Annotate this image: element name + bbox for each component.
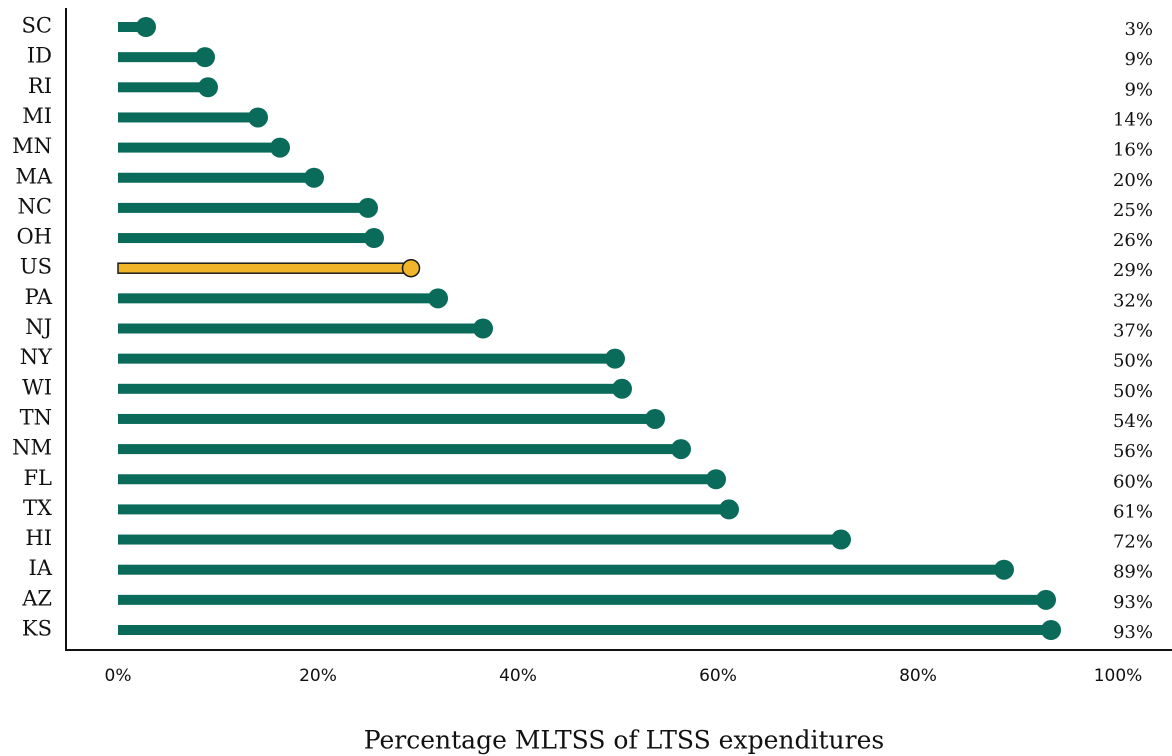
dot [1041,620,1061,640]
stem [118,564,1004,575]
y-tick-label: NM [12,436,52,460]
stem [118,353,615,364]
dot [645,408,665,429]
value-label: 25% [1113,200,1153,221]
stem [118,413,655,424]
value-label: 50% [1113,351,1153,372]
value-label: 93% [1113,622,1153,643]
y-tick-label: HI [25,526,52,550]
value-label: 50% [1113,381,1153,402]
y-tick-label: RI [28,74,52,98]
dot [473,318,493,339]
dot [1036,589,1056,610]
stem [118,594,1046,605]
value-label: 29% [1113,260,1153,281]
dot [428,288,448,309]
dot [401,258,421,278]
value-label: 93% [1113,592,1153,613]
y-tick-label: OH [16,225,52,249]
value-label: 9% [1124,49,1153,70]
value-label: 60% [1113,471,1153,492]
value-label: 54% [1113,411,1153,432]
value-label: 20% [1113,170,1153,191]
dot [364,228,384,249]
stem [118,534,841,545]
dot [304,167,324,188]
dot [248,107,268,128]
value-label: 89% [1113,562,1153,583]
stem [118,504,729,515]
y-tick-label: TX [23,496,52,520]
dot [994,559,1014,580]
y-tick-label: MI [22,104,52,128]
y-tick-label: NJ [25,315,52,339]
stem [118,474,716,485]
stem [118,142,280,153]
value-label: 3% [1124,19,1153,40]
stem [118,172,314,183]
y-tick-label: KS [22,617,52,641]
stem [118,22,146,32]
stem [118,625,1051,635]
y-tick-label: US [20,255,52,279]
x-tick-label: 80% [899,666,937,686]
dot [706,469,726,490]
value-label: 16% [1113,140,1153,161]
dot [136,17,156,37]
value-label: 14% [1113,109,1153,130]
x-tick-label: 100% [1094,666,1143,686]
stem [118,233,374,244]
dot [270,137,290,158]
stem [117,262,412,274]
stem [118,202,368,213]
x-tick-label: 20% [299,666,337,686]
dot [831,529,851,550]
y-tick-label: AZ [21,586,52,610]
x-tick-label: 0% [105,666,132,686]
value-label: 9% [1124,79,1153,100]
x-tick-label: 40% [499,666,537,686]
value-label: 56% [1113,441,1153,462]
dot [605,348,625,369]
y-tick-label: ID [27,44,52,68]
dot [358,197,378,218]
dot [198,77,218,98]
x-axis-label: Percentage MLTSS of LTSS expenditures [364,726,884,755]
y-tick-label: TN [20,405,52,429]
y-tick-label: NC [18,194,52,218]
dot [612,378,632,399]
y-tick-label: MA [15,164,53,188]
stem [118,82,208,93]
y-tick-label: FL [23,466,52,490]
dot [671,439,691,460]
stem [118,112,258,123]
stem [118,293,438,304]
value-label: 72% [1113,532,1153,553]
stem [118,323,483,334]
stem [118,52,205,63]
y-tick-label: PA [25,285,53,309]
value-label: 26% [1113,230,1153,251]
value-label: 32% [1113,290,1153,311]
x-tick-label: 60% [699,666,737,686]
stem [118,383,622,394]
value-label: 61% [1113,501,1153,522]
y-tick-label: NY [20,345,53,369]
dot [195,47,215,68]
y-tick-label: IA [29,556,53,580]
y-tick-label: WI [22,375,52,399]
dot [719,499,739,520]
y-tick-label: MN [12,134,52,158]
y-tick-label: SC [22,14,52,38]
stem [118,444,681,455]
value-label: 37% [1113,321,1153,342]
